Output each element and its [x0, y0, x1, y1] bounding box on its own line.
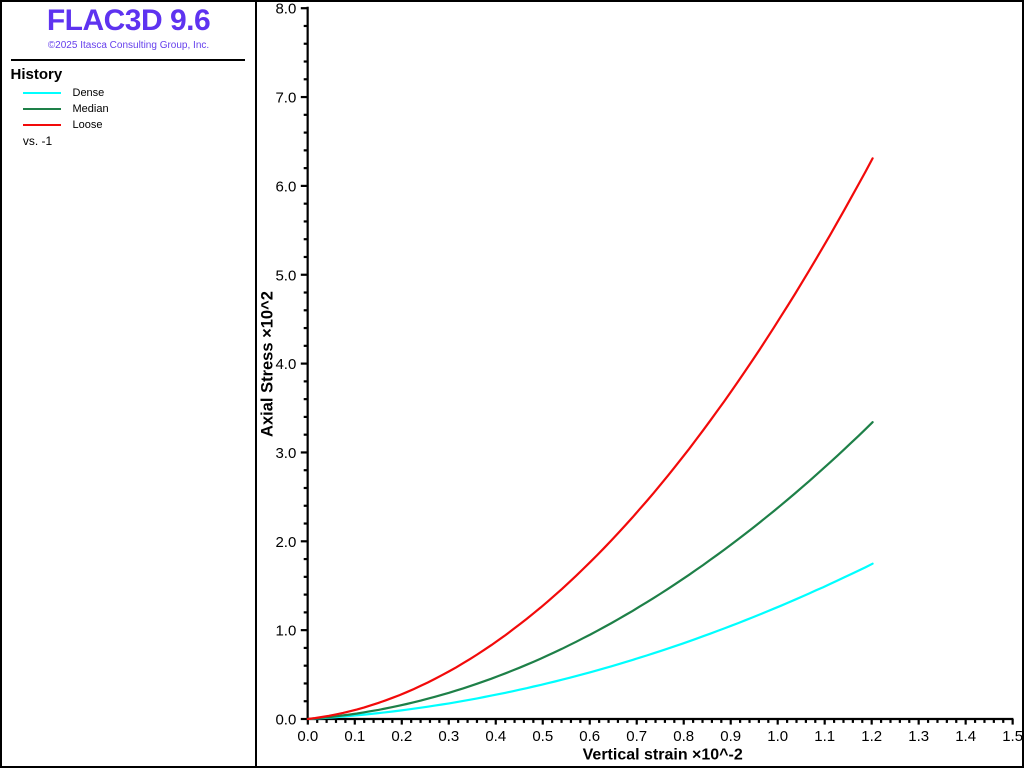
svg-text:1.1: 1.1 [814, 728, 835, 745]
svg-text:1.0: 1.0 [275, 623, 296, 640]
svg-text:0.6: 0.6 [579, 728, 600, 745]
svg-text:2.0: 2.0 [275, 534, 296, 551]
svg-text:0.1: 0.1 [344, 728, 365, 745]
svg-text:0.4: 0.4 [485, 728, 506, 745]
svg-text:0.7: 0.7 [626, 728, 647, 745]
svg-text:Vertical strain ×10^-2: Vertical strain ×10^-2 [583, 746, 743, 763]
svg-text:0.5: 0.5 [532, 728, 553, 745]
svg-text:6.0: 6.0 [275, 178, 296, 195]
svg-text:1.3: 1.3 [908, 728, 929, 745]
svg-text:4.0: 4.0 [275, 356, 296, 373]
svg-text:0.3: 0.3 [438, 728, 459, 745]
svg-text:1.4: 1.4 [955, 728, 976, 745]
svg-text:0.2: 0.2 [391, 728, 412, 745]
svg-text:3.0: 3.0 [275, 445, 296, 462]
svg-text:0.8: 0.8 [673, 728, 694, 745]
svg-text:8.0: 8.0 [275, 1, 296, 18]
svg-text:Axial Stress ×10^2: Axial Stress ×10^2 [258, 291, 276, 437]
svg-text:1.2: 1.2 [861, 728, 882, 745]
svg-text:7.0: 7.0 [275, 90, 296, 107]
svg-text:0.0: 0.0 [297, 728, 318, 745]
svg-text:0.9: 0.9 [720, 728, 741, 745]
svg-text:1.0: 1.0 [767, 728, 788, 745]
svg-text:0.0: 0.0 [275, 712, 296, 729]
svg-text:1.5: 1.5 [1002, 728, 1023, 745]
svg-text:5.0: 5.0 [275, 267, 296, 284]
